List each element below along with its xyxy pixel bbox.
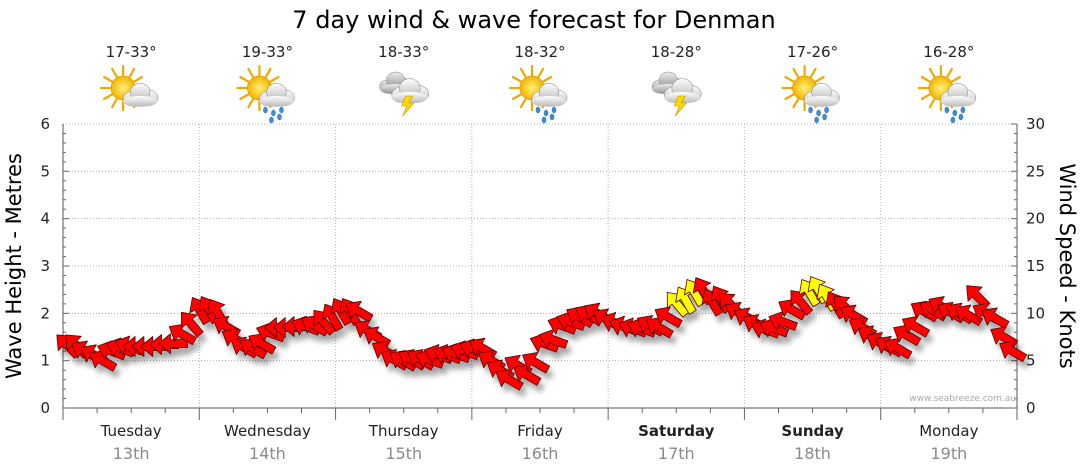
day-name: Thursday bbox=[368, 422, 439, 440]
wind-arrow bbox=[884, 337, 913, 360]
right-tick-label: 5 bbox=[1026, 352, 1036, 370]
day-date: 13th bbox=[113, 444, 150, 463]
day-date: 15th bbox=[385, 444, 422, 463]
left-tick-label: 2 bbox=[40, 304, 50, 322]
day-date: 14th bbox=[249, 444, 286, 463]
day-date: 19th bbox=[930, 444, 967, 463]
day-name: Wednesday bbox=[224, 422, 311, 440]
day-temperature: 16-28° bbox=[923, 43, 974, 61]
day-date: 18th bbox=[794, 444, 831, 463]
left-axis-title: Wave Height - Metres bbox=[2, 153, 26, 379]
day-temperature: 18-32° bbox=[514, 43, 565, 61]
day-temperature: 17-33° bbox=[106, 43, 157, 61]
weather-icons: 17-33° 19-33° 18-33° 18-32° 18-28° 17-26° 16-2… bbox=[100, 43, 977, 124]
wind-arrow bbox=[538, 329, 569, 349]
left-tick-label: 1 bbox=[40, 352, 50, 370]
wind-arrow bbox=[790, 290, 814, 316]
thunderstorm-icon bbox=[379, 71, 430, 117]
day-name: Friday bbox=[517, 422, 563, 440]
partly-cloudy-icon bbox=[100, 64, 159, 112]
day-name: Monday bbox=[919, 422, 978, 440]
right-axis-ticks: 0 5 10 15 20 25 30 bbox=[1026, 115, 1045, 417]
left-tick-label: 5 bbox=[40, 162, 50, 180]
wind-arrow bbox=[701, 288, 724, 317]
wind-arrows bbox=[56, 276, 1028, 391]
wind-arrow bbox=[981, 307, 1010, 329]
day-name: Sunday bbox=[781, 422, 844, 440]
credit-text: www.seabreeze.com.au bbox=[909, 394, 1016, 404]
sun-showers-icon bbox=[508, 64, 568, 124]
wind-arrow bbox=[966, 285, 991, 310]
right-tick-label: 20 bbox=[1026, 210, 1045, 228]
wind-arrow bbox=[345, 300, 374, 323]
grid-lines bbox=[62, 123, 1018, 420]
left-tick-label: 4 bbox=[40, 210, 50, 228]
left-tick-label: 3 bbox=[40, 257, 50, 275]
day-temperature: 17-26° bbox=[787, 43, 838, 61]
wind-arrow bbox=[999, 340, 1028, 363]
sun-showers-icon bbox=[236, 64, 295, 124]
day-date: 16th bbox=[522, 444, 559, 463]
thunderstorm-icon bbox=[651, 71, 702, 117]
day-date: 17th bbox=[658, 444, 695, 463]
wind-arrow bbox=[168, 323, 197, 346]
left-tick-label: 0 bbox=[40, 399, 50, 417]
left-axis-ticks: 0 1 2 3 4 5 6 bbox=[40, 115, 50, 417]
wind-arrow bbox=[798, 279, 821, 308]
day-temperature: 19-33° bbox=[242, 43, 293, 61]
left-tick-label: 6 bbox=[40, 115, 50, 133]
wind-arrow bbox=[522, 351, 551, 374]
wind-arrow bbox=[513, 364, 542, 386]
right-tick-label: 10 bbox=[1026, 304, 1045, 322]
right-tick-label: 30 bbox=[1026, 115, 1045, 133]
day-name: Tuesday bbox=[100, 422, 162, 440]
day-name: Saturday bbox=[638, 422, 715, 440]
day-labels: Tuesday 13th Wednesday 14th Thursday 15th Frid… bbox=[100, 422, 979, 463]
wind-arrow bbox=[181, 311, 204, 338]
wind-arrow bbox=[89, 350, 118, 372]
right-tick-label: 25 bbox=[1026, 162, 1045, 180]
wind-arrow bbox=[759, 317, 790, 338]
wind-arrow bbox=[654, 306, 683, 328]
right-tick-label: 0 bbox=[1026, 399, 1036, 417]
wind-arrow bbox=[645, 316, 674, 339]
day-temperature: 18-33° bbox=[378, 43, 429, 61]
wind-arrow bbox=[495, 369, 524, 391]
right-tick-label: 15 bbox=[1026, 257, 1045, 275]
wind-arrow bbox=[902, 316, 930, 338]
wind-arrow bbox=[248, 333, 277, 355]
chart-title: 7 day wind & wave forecast for Denman bbox=[292, 6, 775, 34]
sun-showers-icon bbox=[917, 64, 977, 124]
wind-arrow bbox=[893, 324, 922, 346]
sun-showers-icon bbox=[781, 64, 840, 124]
day-temperature: 18-28° bbox=[651, 43, 702, 61]
wind-arrow bbox=[768, 311, 798, 331]
right-axis-title: Wind Speed - Knots bbox=[1055, 163, 1079, 368]
